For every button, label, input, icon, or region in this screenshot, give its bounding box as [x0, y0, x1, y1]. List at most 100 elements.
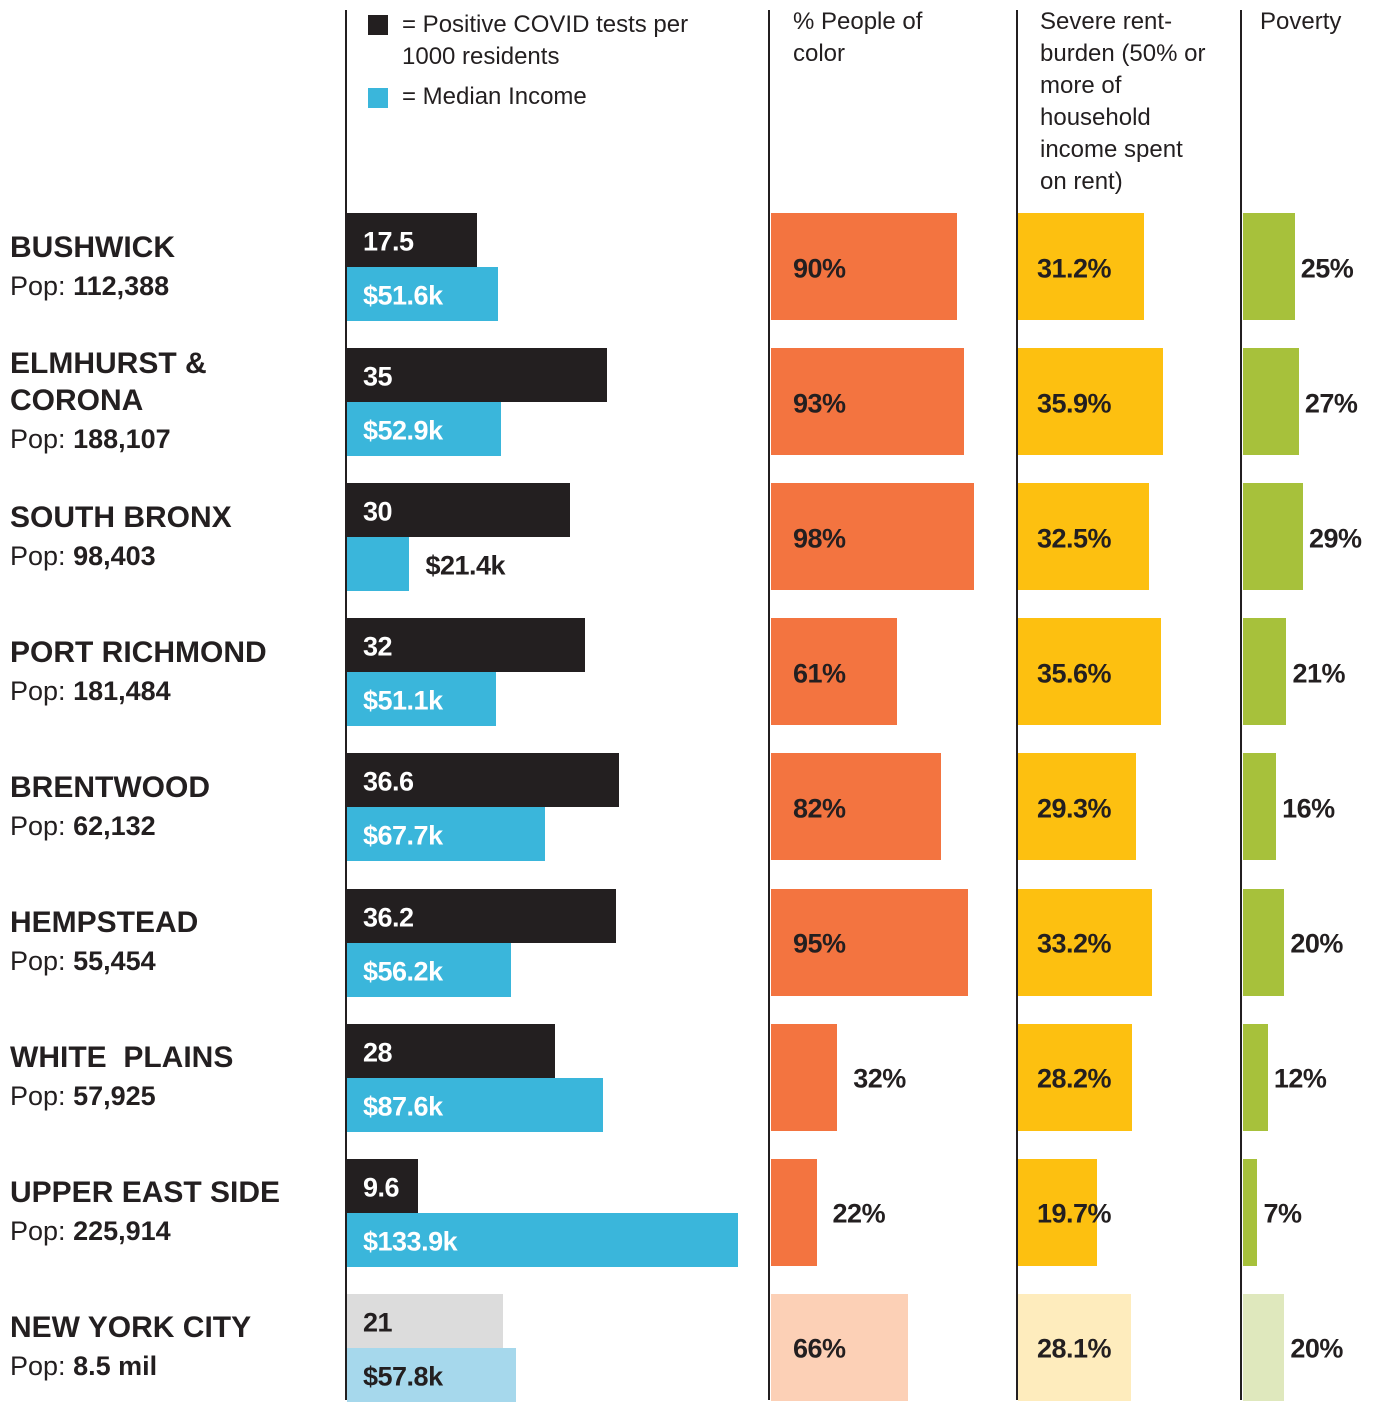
row-label: BRENTWOOD Pop: 62,132: [10, 753, 330, 861]
bar: [771, 1293, 908, 1401]
value-label: 9.6: [363, 1172, 400, 1203]
bar: [1018, 888, 1152, 996]
row-label: UPPER EAST SIDE Pop: 225,914: [10, 1159, 330, 1267]
value-label: 35.9%: [1037, 388, 1112, 419]
bar: [1243, 1023, 1268, 1131]
pop-value: 55,454: [73, 946, 156, 976]
bar: [347, 213, 478, 267]
pop-label: Pop:: [10, 810, 66, 841]
value-label: $52.9k: [363, 415, 443, 446]
bar: [347, 483, 570, 538]
value-label: 36.2: [363, 902, 414, 932]
value-label: 16%: [1282, 793, 1335, 824]
category-name: ELMHURST & CORONA: [10, 347, 215, 418]
bar: [347, 753, 619, 808]
value-label: 29%: [1309, 523, 1362, 554]
value-label: $133.9k: [363, 1226, 458, 1257]
divider: [1016, 10, 1018, 1400]
bar: [771, 213, 958, 320]
pop-label: Pop:: [10, 946, 66, 976]
value-label: 82%: [793, 793, 846, 824]
population: Pop: 55,454: [10, 941, 330, 981]
bar: [347, 1158, 419, 1213]
population: Pop: 8.5 mil: [10, 1346, 330, 1386]
bar: [347, 888, 616, 943]
bar: [347, 672, 497, 727]
value-label: 12%: [1273, 1063, 1327, 1094]
value-label: 25%: [1300, 253, 1354, 283]
value-label: 32%: [853, 1063, 906, 1094]
bar: [347, 402, 502, 457]
bar: [1018, 1293, 1132, 1401]
population: Pop: 225,914: [10, 1211, 330, 1251]
bar: [771, 753, 941, 861]
value-label: $57.8k: [363, 1361, 443, 1392]
column-heading: Poverty: [1260, 8, 1342, 35]
category-name: BRENTWOOD: [10, 770, 210, 804]
value-label: 32: [363, 631, 393, 662]
legend-swatch: [368, 15, 388, 35]
divider: [1240, 10, 1242, 1400]
category-name: UPPER EAST SIDE: [10, 1176, 281, 1210]
value-label: 27%: [1304, 388, 1358, 419]
bar: [1243, 348, 1299, 456]
value-label: 20%: [1290, 1333, 1343, 1364]
value-label: 98%: [793, 523, 846, 554]
pop-value: 188,107: [73, 424, 171, 455]
value-label: $87.6k: [363, 1091, 443, 1122]
bar: [1243, 1158, 1258, 1266]
row-label: WHITE PLAINS Pop: 57,925: [10, 1024, 330, 1132]
value-label: 95%: [793, 928, 846, 959]
value-label: 90%: [793, 253, 846, 283]
bar: [347, 267, 498, 321]
pop-label: Pop:: [10, 1216, 66, 1247]
pop-value: 225,914: [73, 1216, 171, 1247]
value-label: 7%: [1263, 1198, 1302, 1229]
value-label: 17.5: [363, 226, 414, 257]
category-name: PORT RICHMOND: [10, 635, 267, 669]
bar: [1018, 483, 1149, 591]
bar: [347, 1212, 738, 1267]
population: Pop: 98,403: [10, 536, 330, 576]
value-label: 35.6%: [1037, 658, 1112, 689]
legend-swatch: [368, 88, 388, 108]
value-label: $67.7k: [363, 820, 443, 851]
pop-value: 112,388: [73, 270, 170, 301]
bar: [1018, 1158, 1098, 1266]
bar: [1018, 618, 1162, 726]
bar: [1243, 753, 1277, 861]
bar: [347, 942, 512, 997]
bar: [1243, 483, 1304, 591]
value-label: 36.6: [363, 766, 414, 797]
row-label: NEW YORK CITY Pop: 8.5 mil: [10, 1294, 330, 1402]
value-label: 35: [363, 361, 393, 392]
bar: [1018, 1023, 1132, 1131]
bar: [771, 1023, 838, 1131]
pop-value: 57,925: [73, 1081, 156, 1112]
divider: [345, 10, 347, 1400]
population: Pop: 181,484: [10, 671, 330, 711]
value-label: 66%: [793, 1333, 846, 1364]
value-label: 32.5%: [1037, 523, 1112, 554]
value-label: 22%: [832, 1198, 886, 1229]
pop-label: Pop:: [10, 270, 66, 301]
bar: [1243, 213, 1295, 320]
divider: [768, 10, 770, 1400]
population: Pop: 112,388: [10, 266, 330, 306]
value-label: $51.1k: [363, 685, 443, 716]
population: Pop: 62,132: [10, 806, 330, 846]
pop-value: 62,132: [73, 810, 156, 841]
bar: [1018, 213, 1144, 320]
bar: [1243, 618, 1287, 726]
value-label: 30: [363, 496, 393, 527]
value-label: $51.6k: [363, 280, 443, 311]
value-label: 20%: [1290, 928, 1343, 959]
row-label: PORT RICHMOND Pop: 181,484: [10, 618, 330, 726]
legend-label: = Positive COVID tests per 1000 resident…: [402, 11, 689, 70]
column-heading: % People of color: [793, 8, 923, 67]
bar: [347, 1023, 556, 1078]
column-heading: Severe rent-burden (50% or more of house…: [1040, 8, 1206, 195]
value-label: 19.7%: [1037, 1198, 1112, 1229]
legend-label: = Median Income: [402, 83, 587, 110]
